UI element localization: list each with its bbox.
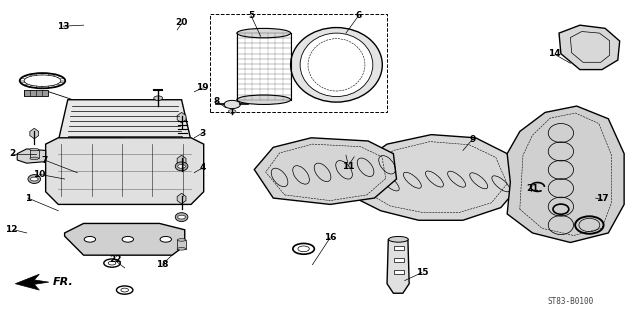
Text: 4: 4	[199, 164, 206, 172]
Circle shape	[178, 215, 185, 219]
Text: 20: 20	[175, 19, 188, 28]
Text: 1: 1	[25, 194, 31, 203]
Ellipse shape	[177, 239, 186, 241]
Polygon shape	[30, 128, 39, 139]
Text: 6: 6	[356, 11, 362, 20]
Polygon shape	[58, 100, 191, 141]
Ellipse shape	[30, 148, 39, 151]
Text: ST83-B0100: ST83-B0100	[547, 297, 594, 306]
Polygon shape	[254, 138, 396, 204]
Polygon shape	[17, 149, 46, 163]
Circle shape	[122, 236, 133, 242]
Ellipse shape	[291, 28, 382, 102]
Text: 18: 18	[156, 260, 169, 269]
Bar	[30, 149, 39, 158]
Text: 19: 19	[196, 83, 209, 92]
Bar	[394, 258, 404, 262]
Text: 12: 12	[4, 225, 17, 234]
Bar	[394, 246, 404, 250]
Text: 2: 2	[10, 149, 16, 158]
Text: 3: 3	[199, 129, 206, 138]
Polygon shape	[177, 193, 186, 204]
Polygon shape	[177, 112, 186, 123]
Ellipse shape	[30, 157, 39, 160]
Text: 21: 21	[526, 184, 538, 193]
Text: 8: 8	[213, 97, 220, 106]
Ellipse shape	[237, 28, 291, 38]
Text: 16: 16	[324, 233, 337, 242]
Polygon shape	[177, 155, 186, 166]
Bar	[210, 14, 387, 112]
Text: 14: 14	[548, 49, 561, 58]
Circle shape	[178, 164, 185, 168]
Text: 11: 11	[342, 162, 354, 171]
Ellipse shape	[300, 33, 373, 97]
Polygon shape	[507, 106, 624, 243]
Bar	[394, 270, 404, 274]
Ellipse shape	[389, 236, 408, 242]
Polygon shape	[559, 25, 620, 69]
Ellipse shape	[177, 248, 186, 250]
Polygon shape	[65, 223, 185, 255]
Text: 9: 9	[469, 135, 476, 144]
Polygon shape	[46, 138, 204, 204]
Text: 10: 10	[33, 170, 46, 179]
Ellipse shape	[28, 175, 41, 183]
Circle shape	[224, 100, 241, 108]
FancyBboxPatch shape	[68, 138, 124, 150]
Circle shape	[154, 96, 163, 100]
Circle shape	[229, 109, 236, 113]
Text: 13: 13	[57, 22, 70, 31]
Ellipse shape	[175, 213, 188, 221]
Text: 5: 5	[248, 11, 254, 20]
Ellipse shape	[237, 95, 291, 104]
Polygon shape	[15, 274, 49, 290]
Bar	[23, 90, 48, 96]
Polygon shape	[387, 239, 409, 293]
Circle shape	[84, 236, 96, 242]
Bar	[177, 240, 186, 249]
Text: FR.: FR.	[53, 277, 74, 287]
Text: 17: 17	[596, 194, 608, 203]
Circle shape	[160, 236, 171, 242]
Text: 22: 22	[109, 255, 121, 264]
Ellipse shape	[175, 162, 188, 171]
Circle shape	[30, 177, 38, 181]
Text: 7: 7	[41, 156, 48, 164]
Polygon shape	[356, 135, 520, 220]
Text: 15: 15	[415, 268, 428, 277]
